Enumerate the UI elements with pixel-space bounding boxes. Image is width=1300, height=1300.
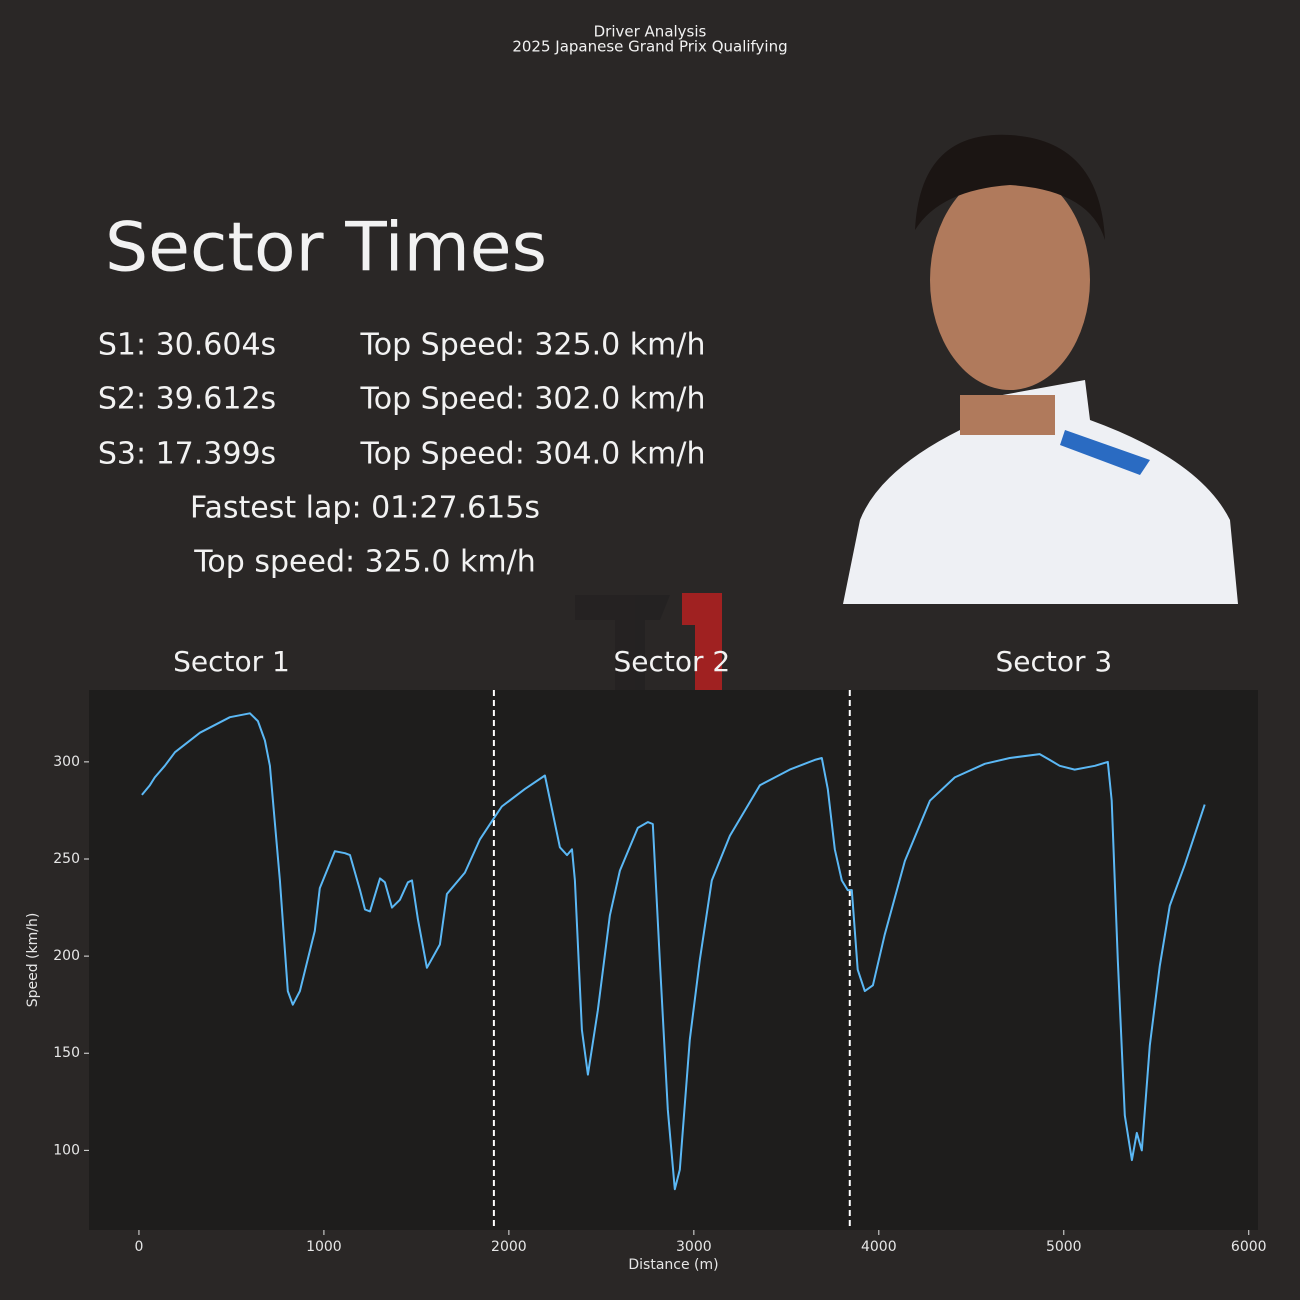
plot-area <box>89 690 1258 1230</box>
x-tick-label: 5000 <box>1046 1239 1082 1255</box>
sector-label: Sector 2 <box>613 645 730 678</box>
x-tick-label: 3000 <box>676 1239 712 1255</box>
x-tick-label: 4000 <box>861 1239 897 1255</box>
overall-top-speed: Top speed: 325.0 km/h <box>193 545 536 580</box>
y-tick-label: 250 <box>53 851 80 867</box>
sector-time: S3: 17.399s <box>98 437 276 472</box>
y-tick-label: 150 <box>53 1045 80 1061</box>
y-axis-label: Speed (km/h) <box>25 913 41 1008</box>
y-tick-label: 200 <box>53 948 80 964</box>
x-tick-label: 6000 <box>1231 1239 1267 1255</box>
page-subtitle: 2025 Japanese Grand Prix Qualifying <box>512 38 787 56</box>
fastest-lap: Fastest lap: 01:27.615s <box>190 491 540 526</box>
sector-label: Sector 3 <box>996 645 1113 678</box>
sector-time: S1: 30.604s <box>98 328 276 363</box>
sector-label: Sector 1 <box>173 645 290 678</box>
x-axis-label: Distance (m) <box>628 1257 718 1273</box>
x-tick-label: 1000 <box>306 1239 342 1255</box>
page-title: Driver Analysis <box>594 23 707 41</box>
x-tick-label: 0 <box>134 1239 143 1255</box>
driver-photo <box>843 134 1238 604</box>
sector-top-speed: Top Speed: 325.0 km/h <box>360 328 706 363</box>
y-tick-label: 100 <box>53 1142 80 1158</box>
sector-top-speed: Top Speed: 302.0 km/h <box>360 382 706 417</box>
f1-logo-watermark <box>575 593 722 707</box>
y-tick-label: 300 <box>53 754 80 770</box>
summary-heading: Sector Times <box>105 209 547 288</box>
sector-top-speed: Top Speed: 304.0 km/h <box>360 437 706 472</box>
x-tick-label: 2000 <box>491 1239 527 1255</box>
sector-time: S2: 39.612s <box>98 382 276 417</box>
speed-line <box>141 712 1206 1191</box>
